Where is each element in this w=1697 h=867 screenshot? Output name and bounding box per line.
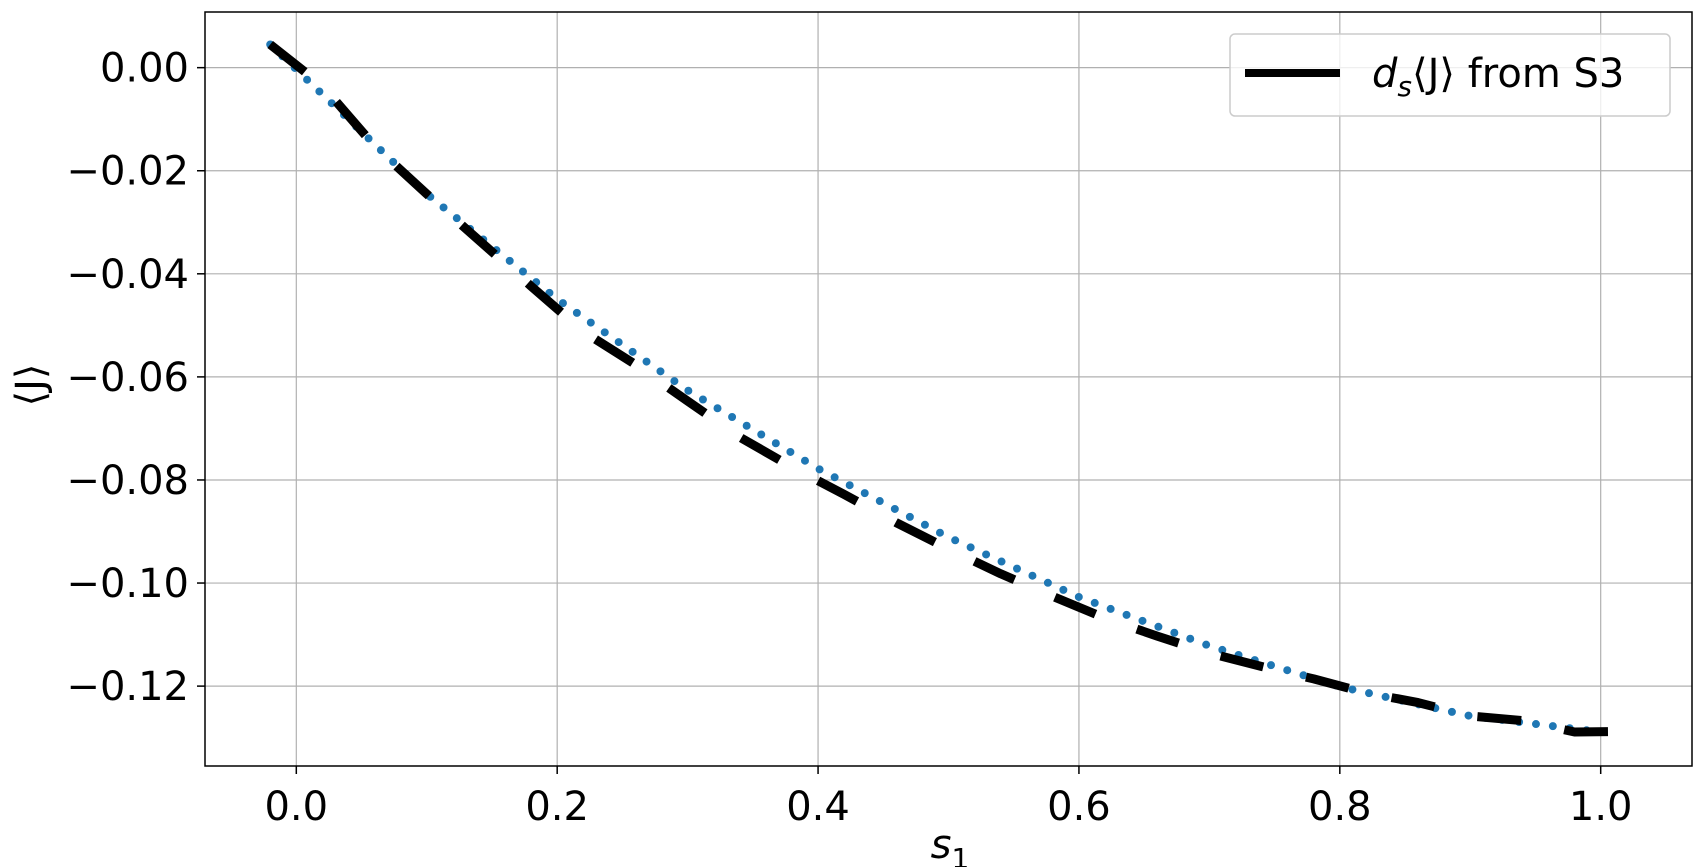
series-dotted-line — [266, 40, 1605, 736]
plot-frame — [204, 11, 1693, 767]
legend-frame — [1229, 33, 1671, 117]
legend-label: ds⟨J⟩ from S3 — [1372, 51, 1624, 103]
x-axis-label-subscript: 1 — [952, 842, 970, 867]
grid — [205, 12, 1692, 766]
y-tick-label: −0.06 — [66, 355, 189, 401]
y-axis: 0.00 −0.02 −0.04 −0.06 −0.08 −0.10 −0.12 — [66, 46, 205, 710]
y-tick-label: −0.10 — [66, 561, 189, 607]
y-axis-label: ⟨J⟩ — [8, 363, 54, 406]
x-tick-label: 1.0 — [1569, 784, 1633, 830]
y-tick-label: −0.12 — [66, 664, 189, 710]
x-axis-label: s1 — [931, 822, 970, 867]
y-tick-label: −0.04 — [66, 252, 189, 298]
y-tick-label: 0.00 — [100, 46, 189, 92]
x-tick-label: 0.6 — [1047, 784, 1111, 830]
series-dashed-line — [267, 40, 1627, 737]
x-tick-label: 0.8 — [1308, 784, 1372, 830]
series-layer — [266, 40, 1627, 737]
x-tick-label: 0.0 — [264, 784, 328, 830]
y-tick-label: −0.02 — [66, 149, 189, 195]
y-tick-label: −0.08 — [66, 458, 189, 504]
x-tick-label: 0.4 — [786, 784, 850, 830]
x-axis: 0.0 0.2 0.4 0.6 0.8 1.0 — [264, 766, 1633, 830]
legend: ds⟨J⟩ from S3 — [1229, 33, 1671, 117]
x-tick-label: 0.2 — [525, 784, 589, 830]
